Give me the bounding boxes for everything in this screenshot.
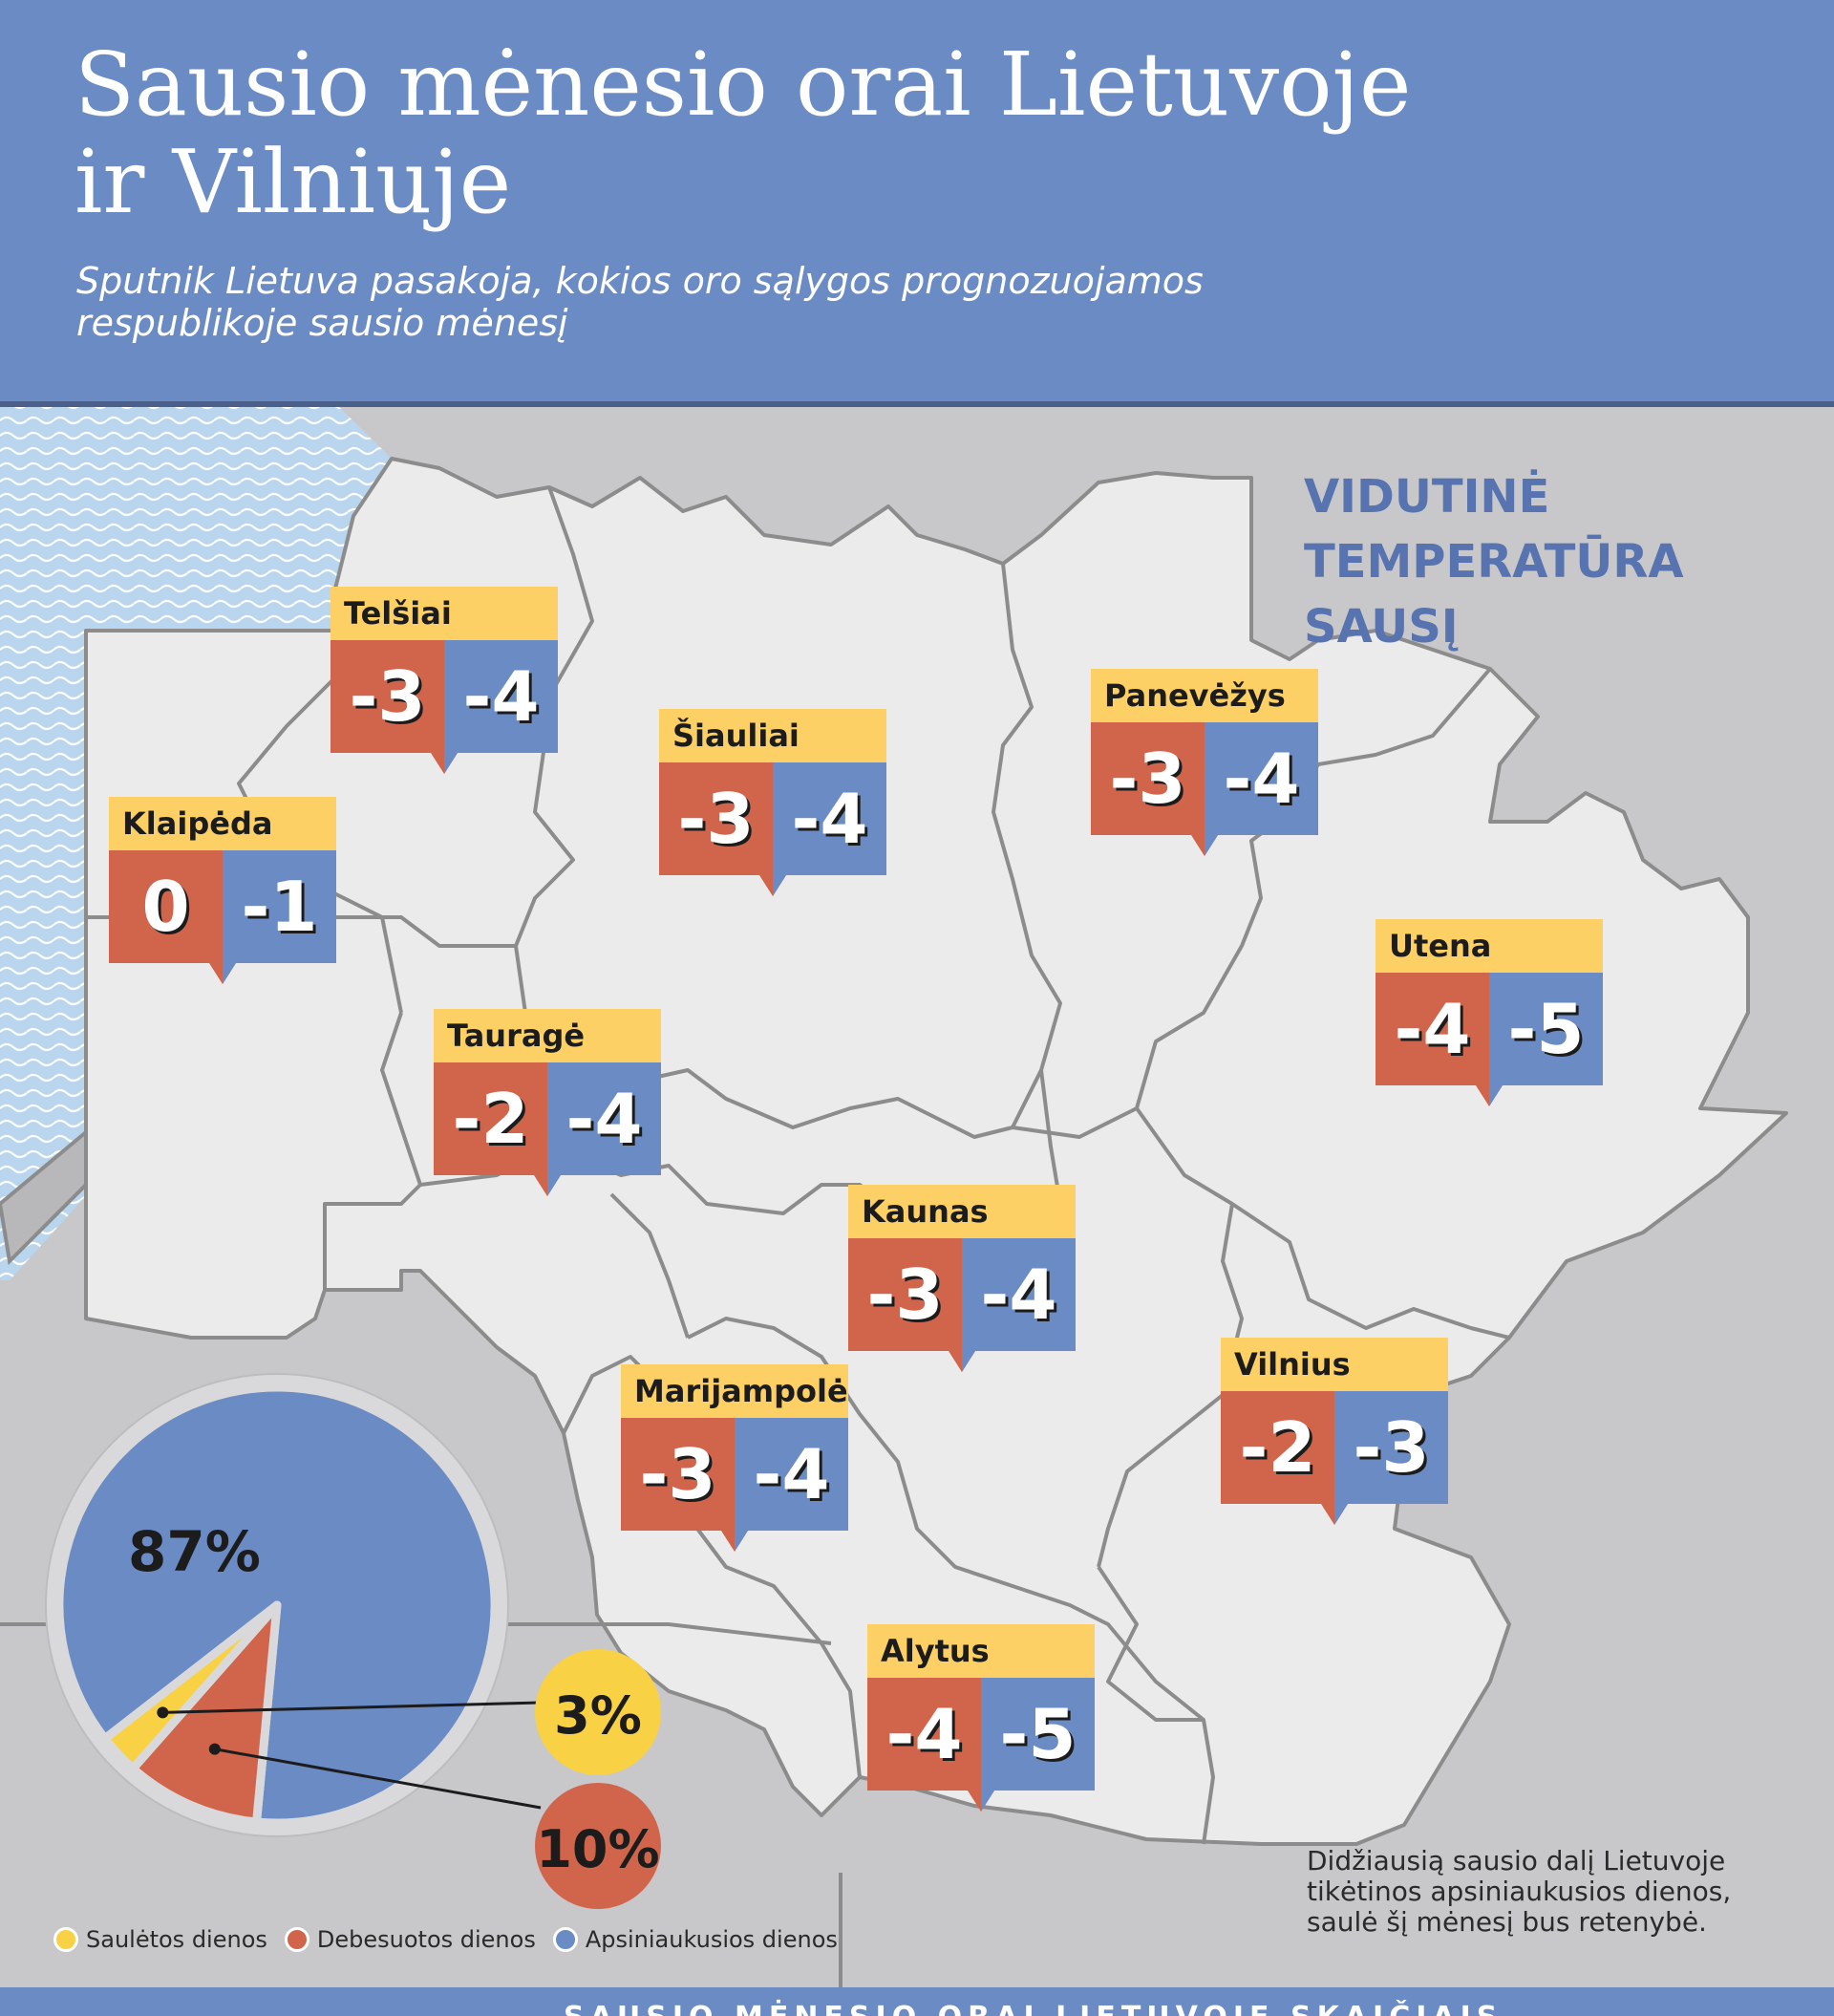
page-subtitle: Sputnik Lietuva pasakoja, kokios oro sąl… — [76, 260, 1318, 344]
temperature-max: -4 — [444, 640, 558, 753]
callout-kaunas: Kaunas -3 -4 — [848, 1185, 1076, 1376]
city-name: Panevėžys — [1091, 669, 1318, 722]
callout-pointer-blue — [547, 1175, 561, 1196]
callout-pointer-blue — [223, 963, 236, 984]
callout-klaipeda: Klaipėda 0 -1 — [109, 797, 336, 988]
callout-marijampole: Marijampolė -3 -4 — [621, 1364, 848, 1555]
callout-pointer-blue — [735, 1531, 748, 1552]
city-name: Šiauliai — [659, 709, 886, 762]
weather-pie-chart — [45, 1373, 661, 1909]
temperature-min: -4 — [1376, 973, 1489, 1085]
legend-item-sunny: Saulėtos dienos — [53, 1926, 267, 1953]
temperature-max: -3 — [1334, 1391, 1448, 1504]
pie-legend: Saulėtos dienos Debesuotos dienos Apsini… — [53, 1920, 838, 1959]
city-name: Marijampolė — [621, 1364, 848, 1418]
temperature-min: 0 — [109, 850, 223, 963]
pie-label-cloudy-overcast: 87% — [128, 1519, 261, 1584]
city-name: Klaipėda — [109, 797, 336, 850]
pie-leader-line-0 — [162, 1701, 542, 1714]
legend-dot-sunny — [53, 1927, 78, 1952]
temperature-min: -2 — [1221, 1391, 1334, 1504]
footer-banner: SAUSIO MĖNESIO ORAI LIETUVOJE SKAIČIAIS — [0, 1987, 1834, 2016]
pie-bubble-1 — [535, 1783, 661, 1909]
legend-dot-cloudy — [284, 1927, 309, 1952]
temperature-max: -4 — [735, 1418, 848, 1531]
pie-bubble-0 — [535, 1649, 661, 1775]
city-name: Utena — [1376, 919, 1603, 973]
callout-utena: Utena -4 -5 — [1376, 919, 1603, 1110]
city-name: Alytus — [867, 1624, 1095, 1678]
callout-pointer-blue — [1205, 835, 1218, 856]
legend-label: Saulėtos dienos — [86, 1926, 267, 1953]
title-line-1: Sausio mėnesio orai Lietuvoje — [75, 33, 1412, 136]
summary-note: Didžiausią sausio dalį Lietuvoje tikėtin… — [1307, 1845, 1732, 1938]
pie-slice-1 — [128, 1600, 282, 1827]
callout-pointer-blue — [981, 1791, 994, 1812]
temperature-max: -4 — [773, 762, 886, 875]
map-title-line-2: TEMPERATŪRA SAUSĮ — [1304, 535, 1684, 654]
temperature-max: -4 — [962, 1238, 1076, 1351]
footer-text: SAUSIO MĖNESIO ORAI LIETUVOJE SKAIČIAIS — [564, 2001, 1503, 2016]
legend-label: Debesuotos dienos — [316, 1926, 536, 1953]
subtitle-line-1: Sputnik Lietuva pasakoja, kokios oro sąl… — [76, 260, 1204, 302]
pie-slice-2 — [100, 1600, 282, 1773]
temperature-min: -3 — [1091, 722, 1205, 835]
callout-vilnius: Vilnius -2 -3 — [1221, 1338, 1448, 1529]
callout-siauliai: Šiauliai -3 -4 — [659, 709, 886, 900]
callout-pointer-blue — [773, 875, 786, 896]
pie-leader-line-1 — [214, 1748, 542, 1810]
callout-taurage: Tauragė -2 -4 — [434, 1009, 661, 1200]
legend-label: Apsiniaukusios dienos — [585, 1926, 838, 1953]
map-title: VIDUTINĖ TEMPERATŪRA SAUSĮ — [1304, 464, 1801, 659]
temperature-min: -3 — [331, 640, 444, 753]
pie-label-cloudy: 10% — [536, 1819, 660, 1879]
callout-telsiai: Telšiai -3 -4 — [331, 587, 558, 778]
temperature-max: -5 — [981, 1678, 1095, 1791]
temperature-min: -3 — [848, 1238, 962, 1351]
header-banner: Sausio mėnesio orai Lietuvoje ir Vilniuj… — [0, 0, 1834, 401]
city-name: Kaunas — [848, 1185, 1076, 1238]
callout-pointer-blue — [962, 1351, 975, 1372]
city-name: Vilnius — [1221, 1338, 1448, 1391]
legend-dot-overcast — [552, 1927, 578, 1952]
callout-pointer-blue — [1489, 1085, 1503, 1106]
temperature-min: -4 — [867, 1678, 981, 1791]
title-line-2: ir Vilniuje — [75, 131, 512, 233]
legend-item-cloudy: Debesuotos dienos — [284, 1926, 536, 1953]
temperature-max: -4 — [547, 1062, 661, 1175]
map-title-line-1: VIDUTINĖ — [1304, 470, 1550, 524]
subtitle-line-2: respublikoje sausio mėnesį — [76, 302, 568, 344]
callout-pointer-blue — [444, 753, 458, 774]
temperature-max: -1 — [223, 850, 336, 963]
temperature-max: -4 — [1205, 722, 1318, 835]
legend-item-overcast: Apsiniaukusios dienos — [552, 1926, 838, 1953]
temperature-min: -2 — [434, 1062, 547, 1175]
temperature-max: -5 — [1489, 973, 1603, 1085]
callout-alytus: Alytus -4 -5 — [867, 1624, 1095, 1815]
temperature-min: -3 — [621, 1418, 735, 1531]
callout-panevezys: Panevėžys -3 -4 — [1091, 669, 1318, 860]
callout-pointer-blue — [1334, 1504, 1348, 1525]
temperature-min: -3 — [659, 762, 773, 875]
city-name: Telšiai — [331, 587, 558, 640]
pie-leader-dot-0 — [157, 1706, 169, 1719]
pie-leader-dot-1 — [208, 1743, 221, 1755]
header-divider — [0, 401, 1834, 407]
page-title: Sausio mėnesio orai Lietuvoje ir Vilniuj… — [75, 36, 1603, 231]
pie-label-sunny: 3% — [554, 1685, 642, 1746]
city-name: Tauragė — [434, 1009, 661, 1062]
